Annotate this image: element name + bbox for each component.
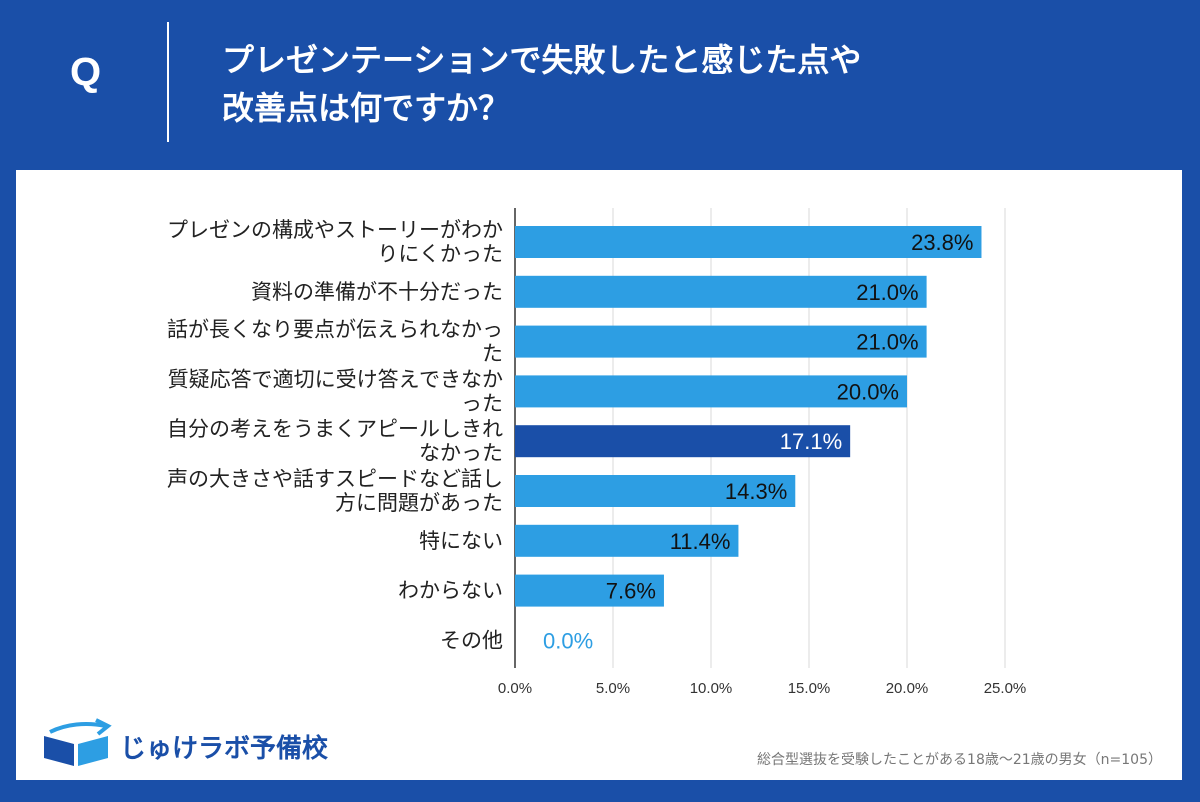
bar — [515, 375, 907, 408]
brand-name: じゅけラボ予備校 — [120, 734, 329, 764]
category-label: なかった — [419, 441, 503, 465]
x-tick-label: 25.0% — [984, 680, 1027, 697]
question-marker: Q — [70, 50, 102, 94]
question-title: プレゼンテーションで失敗したと感じた点や 改善点は何ですか？ — [222, 36, 1122, 132]
bar — [515, 475, 796, 507]
bar-value-label: 14.3% — [725, 479, 787, 504]
x-tick-label: 0.0% — [498, 680, 532, 697]
category-label: 声の大きさや話すスピードなど話し — [167, 467, 503, 491]
bar-value-label: 21.0% — [856, 330, 918, 355]
category-label: った — [461, 391, 503, 415]
bar-value-label: 21.0% — [856, 280, 918, 305]
bar-value-label: 20.0% — [837, 379, 899, 404]
bar — [515, 275, 927, 308]
survey-footnote: 総合型選抜を受験したことがある18歳～21歳の男女（n=105） — [757, 752, 1162, 768]
open-book-icon — [44, 718, 112, 766]
category-label: わからない — [398, 579, 503, 603]
bar — [515, 425, 851, 458]
x-tick-label: 15.0% — [788, 680, 831, 697]
question-title-line-2: 改善点は何ですか？ — [222, 89, 511, 127]
bar-chart: 0.0% 5.0% 10.0% 15.0% 20.0% 25.0% 23.8% プレゼンの構成… — [167, 208, 1027, 697]
bar — [515, 226, 982, 258]
bar-value-label: 7.6% — [606, 579, 656, 604]
category-label: 話が長くなり要点が伝えられなかっ — [167, 318, 503, 342]
category-label: 方に問題があった — [335, 491, 503, 515]
chart-panel: 0.0% 5.0% 10.0% 15.0% 20.0% 25.0% 23.8% プレゼンの構成… — [16, 170, 1182, 780]
bar — [515, 574, 664, 607]
bar-value-label: 23.8% — [911, 230, 973, 255]
bar — [515, 325, 927, 358]
question-header: Q プレゼンテーションで失敗したと感じた点や 改善点は何ですか？ — [0, 0, 1200, 168]
bar-value-label: 11.4% — [670, 529, 731, 554]
bar-value-label: 0.0% — [543, 628, 593, 653]
bar — [515, 524, 739, 557]
category-label: りにくかった — [377, 242, 503, 266]
header-divider — [167, 22, 169, 142]
bar-value-label: 17.1% — [780, 429, 842, 454]
category-label: 質疑応答で適切に受け答えできなか — [168, 367, 503, 391]
category-label: 資料の準備が不十分だった — [251, 280, 503, 304]
category-label: た — [482, 342, 503, 366]
category-label: 自分の考えをうまくアピールしきれ — [167, 417, 503, 441]
question-title-line-1: プレゼンテーションで失敗したと感じた点や — [222, 41, 862, 79]
x-tick-label: 20.0% — [886, 680, 929, 697]
category-label: 特にない — [419, 529, 503, 553]
x-tick-label: 10.0% — [690, 680, 733, 697]
category-label: プレゼンの構成やストーリーがわか — [167, 218, 503, 242]
x-tick-label: 5.0% — [596, 680, 630, 697]
brand-logo: じゅけラボ予備校 — [36, 718, 356, 768]
category-label: その他 — [440, 628, 503, 652]
